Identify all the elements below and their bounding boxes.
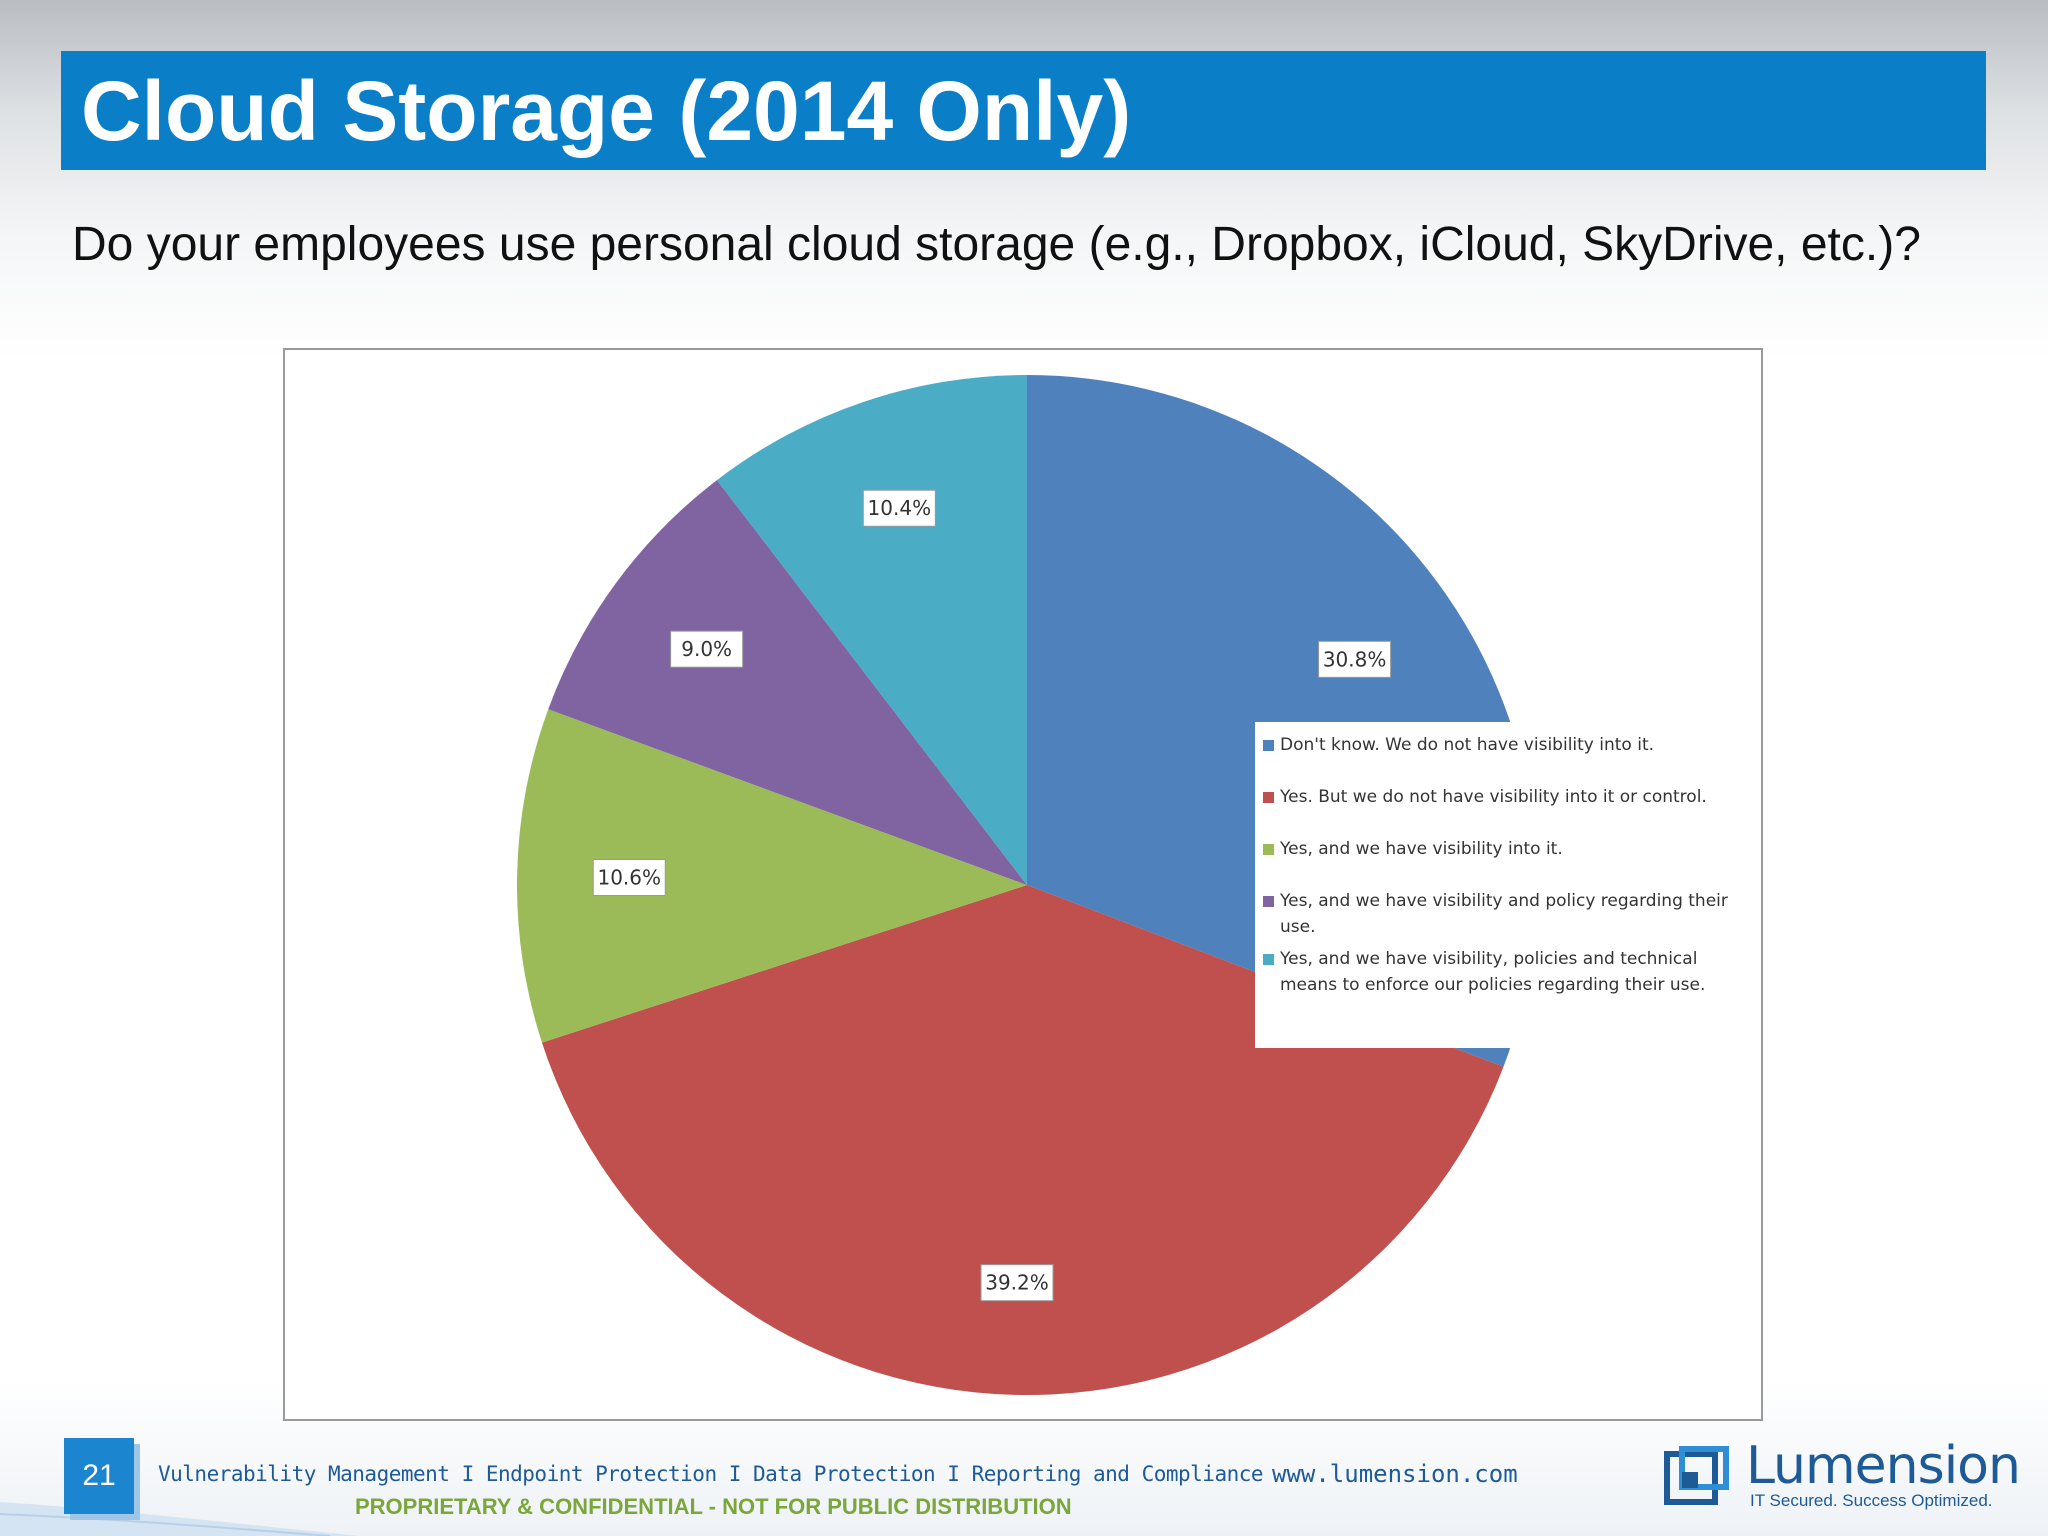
data-label-3: 10.6% <box>592 859 666 897</box>
svg-text:30.8%: 30.8% <box>1323 647 1387 671</box>
svg-text:9.0%: 9.0% <box>681 637 732 661</box>
legend-label: Yes. But we do not have visibility into … <box>1280 787 1707 807</box>
page-number: 21 <box>64 1438 134 1514</box>
footer-tagline: Vulnerability Management I Endpoint Prot… <box>158 1462 1264 1486</box>
legend-label: Don't know. We do not have visibility in… <box>1280 735 1655 755</box>
legend-swatch <box>1263 896 1274 907</box>
survey-question: Do your employees use personal cloud sto… <box>72 218 1921 271</box>
legend-label: Yes, and we have visibility and policy r… <box>1280 891 1728 937</box>
legend-label: Yes, and we have visibility into it. <box>1280 839 1563 859</box>
legend-swatch <box>1263 792 1274 803</box>
data-label-1: 30.8% <box>1318 640 1392 678</box>
pie-slice-5 <box>716 375 1027 885</box>
svg-text:39.2%: 39.2% <box>985 1271 1049 1295</box>
chart-legend: Don't know. We do not have visibility in… <box>1255 722 1750 1048</box>
title-bar: Cloud Storage (2014 Only) <box>61 51 1986 170</box>
legend-label: Yes, and we have visibility, policies an… <box>1280 949 1706 995</box>
legend-item-5: Yes, and we have visibility, policies an… <box>1263 946 1742 998</box>
logo-tagline: IT Secured. Success Optimized. <box>1750 1491 1993 1510</box>
data-label-4: 9.0% <box>670 630 744 668</box>
pie-chart-frame: 30.8% 39.2% 10.6% 9.0% 10.4% Don't know. We … <box>283 348 1763 1421</box>
pie-slice-4 <box>548 480 1027 885</box>
legend-swatch <box>1263 954 1274 965</box>
logo-wordmark: Lumension <box>1746 1436 2021 1496</box>
data-label-2: 39.2% <box>980 1264 1054 1302</box>
legend-item-1: Don't know. We do not have visibility in… <box>1263 732 1742 758</box>
confidential-notice: PROPRIETARY & CONFIDENTIAL - NOT FOR PUB… <box>355 1494 1072 1519</box>
legend-item-4: Yes, and we have visibility and policy r… <box>1263 888 1742 940</box>
lumension-logo-icon <box>1664 1446 1729 1505</box>
svg-text:10.6%: 10.6% <box>597 866 661 890</box>
svg-text:10.4%: 10.4% <box>868 496 932 520</box>
slide-title: Cloud Storage (2014 Only) <box>81 64 1132 158</box>
data-label-5: 10.4% <box>862 489 936 527</box>
legend-swatch <box>1263 844 1274 855</box>
footer-url-link[interactable]: www.lumension.com <box>1272 1460 1518 1488</box>
legend-swatch <box>1263 740 1274 751</box>
pie-slice-3 <box>517 709 1027 1043</box>
footer-swoosh-decoration <box>0 1502 360 1536</box>
legend-item-2: Yes. But we do not have visibility into … <box>1263 784 1742 810</box>
legend-item-3: Yes, and we have visibility into it. <box>1263 836 1742 862</box>
